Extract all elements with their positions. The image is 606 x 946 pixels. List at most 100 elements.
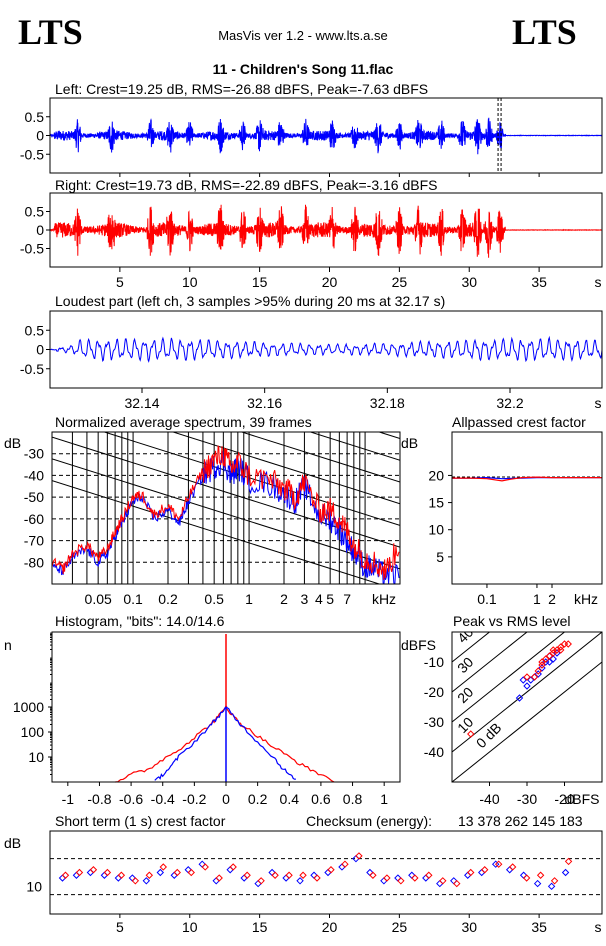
short-crest-xtick-label: 20 xyxy=(322,919,338,935)
histogram-xtick-label: 0.4 xyxy=(280,791,300,807)
short-crest-point-red xyxy=(467,868,475,877)
short-crest-point-red xyxy=(117,871,126,879)
right_wave-xtick-label: 35 xyxy=(531,274,547,290)
peak-rms-point-red xyxy=(549,646,557,654)
histogram-panel: 1000 100 10 -1 -0.8 -0.6 -0.4 -0.2 0 0.2 0.4 0.6 0.8… xyxy=(13,632,388,807)
right_wave-xtick-label: 10 xyxy=(182,274,198,290)
right_wave-xtick-label: 5 xyxy=(116,274,124,290)
loudest-ytick-label: -0.5 xyxy=(20,361,44,377)
crest-xtick-label: 2 xyxy=(548,591,556,607)
short-crest-point-red xyxy=(75,868,84,877)
histogram-xtick-label: 0 xyxy=(222,791,230,807)
crest-ytick-label: 5 xyxy=(436,549,444,565)
left_wave-frame xyxy=(49,97,603,174)
peak-rms-point-red xyxy=(564,640,572,648)
crest-xunit-label: kHz xyxy=(574,591,598,607)
peak-rms-ytick-label: -40 xyxy=(424,744,444,760)
short-crest-point-red xyxy=(187,868,195,877)
loudest-xtick-label: 32.2 xyxy=(496,395,523,411)
histogram-xtick-label: -0.8 xyxy=(87,791,111,807)
short-crest-point-red xyxy=(481,866,489,874)
short-crest-point-red xyxy=(550,877,559,885)
spectrum-series-red xyxy=(52,445,400,580)
peak-rms-diagonal xyxy=(452,632,602,753)
loudest-waveform xyxy=(49,335,603,363)
right_wave-frame xyxy=(49,192,603,268)
peak-rms-point-red xyxy=(467,730,475,738)
peak-rms-point-red xyxy=(545,652,554,660)
loudest-title: Loudest part (left ch, 3 samples >95% du… xyxy=(55,293,445,309)
peak-rms-point-red xyxy=(523,673,531,681)
peak-rms-point-blue xyxy=(538,664,546,672)
peak-rms-point-blue xyxy=(545,658,554,666)
peak-rms-diagonal-label: 0 dB xyxy=(473,719,505,751)
brand-right: LTS xyxy=(512,12,577,52)
peak-rms-point-blue xyxy=(534,670,542,678)
short-crest-point-red xyxy=(243,871,251,879)
crest-frame xyxy=(451,431,603,585)
crest-xtick-label: 1 xyxy=(533,591,541,607)
short-crest-point-red xyxy=(103,868,112,877)
spectrum-title: Normalized average spectrum, 39 frames xyxy=(55,414,312,430)
right_wave-ytick-label: 0.5 xyxy=(25,204,45,220)
short-crest-point-red xyxy=(271,871,279,879)
peak-rms-point-red xyxy=(538,661,546,669)
peak-rms-ytick-label: -10 xyxy=(424,654,444,670)
peak-rms-point-red xyxy=(557,646,565,654)
short-crest-title: Short term (1 s) crest factor xyxy=(55,813,226,829)
spectrum-slope-line xyxy=(52,480,381,584)
crest-title: Allpassed crest factor xyxy=(452,414,586,430)
histogram-ytick-label: 10 xyxy=(28,749,44,765)
loudest-ytick-label: 0.5 xyxy=(25,322,45,338)
loudest-ytick-label: 0 xyxy=(36,342,44,358)
left-wave-title: Left: Crest=19.25 dB, RMS=-26.88 dBFS, P… xyxy=(55,81,428,97)
histogram-title: Histogram, "bits": 14.0/14.6 xyxy=(55,613,225,629)
right_wave-ytick-label: -0.5 xyxy=(20,241,44,257)
short-crest-xtick-label: 10 xyxy=(182,919,198,935)
histogram-frame xyxy=(51,631,401,783)
right_wave-xtick-label: 20 xyxy=(322,274,338,290)
peak-rms-point-blue xyxy=(523,682,531,690)
peak-rms-point-blue xyxy=(519,676,527,684)
short-crest-point-red xyxy=(229,863,237,871)
spectrum-panel: -30 -40 -50 -60 -70 -80 0.05 0.1 0.2 0.5 1 2 3 4 5 7 kHz xyxy=(24,432,400,607)
spectrum-xtick-label: 3 xyxy=(301,591,309,607)
peak-rms-point-red xyxy=(542,655,550,663)
short-crest-point-red xyxy=(369,871,377,879)
spectrum-ytick-label: -50 xyxy=(24,489,44,505)
spectrum-ytick-label: -30 xyxy=(24,446,44,462)
right_wave-xtick-label: 25 xyxy=(392,274,408,290)
short-crest-point-red xyxy=(159,863,168,871)
loudest-xtick-label: 32.16 xyxy=(247,395,282,411)
peak-rms-xtick-label: -20 xyxy=(554,791,574,807)
short-crest-point-red xyxy=(173,868,181,877)
loudest-xunit-label: s xyxy=(595,395,602,411)
short-crest-xtick-label: 5 xyxy=(116,919,124,935)
short-crest-point-red xyxy=(564,857,573,866)
spectrum-slope-line xyxy=(240,432,400,483)
short-crest-point-red xyxy=(215,874,223,882)
spectrum-xtick-label: 0.5 xyxy=(204,591,224,607)
right_wave-panel: 0.5 0 -0.5 5 10 15 20 25 30 35 s xyxy=(20,204,603,290)
short-crest-xtick-label: 15 xyxy=(252,919,268,935)
spectrum-ytick-label: -40 xyxy=(24,467,44,483)
peak-rms-point-blue xyxy=(549,655,557,663)
peak-rms-point-red xyxy=(538,658,546,666)
peak-rms-point-red xyxy=(549,649,557,657)
short-crest-point-red xyxy=(508,863,517,871)
crest-series-red xyxy=(452,476,602,482)
peak-rms-ylabel: dBFS xyxy=(401,637,436,653)
histogram-xtick-label: -0.6 xyxy=(119,791,143,807)
spectrum-xtick-label: 4 xyxy=(315,591,323,607)
short-crest-point-red xyxy=(327,866,335,874)
histogram-xtick-label: 1 xyxy=(380,791,388,807)
short-crest-point-blue xyxy=(491,860,500,868)
left_wave-ytick-label: -0.5 xyxy=(20,146,44,162)
peak-rms-diagonal xyxy=(452,632,566,723)
spectrum-ytick-label: -80 xyxy=(24,554,44,570)
histogram-xtick-label: -0.2 xyxy=(182,791,206,807)
spectrum-series-blue xyxy=(52,450,400,584)
short-crest-point-blue xyxy=(296,877,304,885)
short-crest-xunit-label: s xyxy=(595,919,602,935)
spectrum-xtick-label: 2 xyxy=(280,591,288,607)
